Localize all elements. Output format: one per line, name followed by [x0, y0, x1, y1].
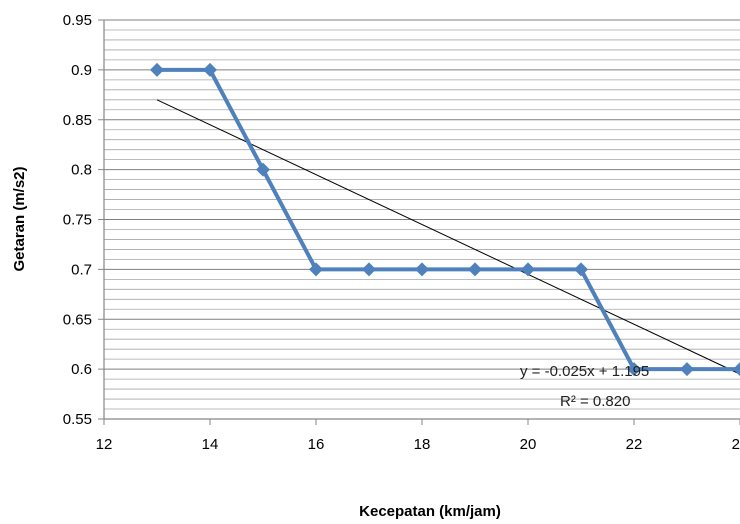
- y-tick-label: 0.8: [71, 162, 92, 179]
- series-line: [157, 67, 740, 372]
- data-point-marker: [574, 262, 588, 277]
- data-point-marker: [362, 262, 376, 277]
- y-tick-label: 0.6: [71, 361, 92, 378]
- x-axis-title: Kecepatan (km/jam): [359, 503, 501, 520]
- data-point-marker: [627, 362, 641, 377]
- data-point-marker: [521, 262, 535, 277]
- data-point-marker: [680, 362, 694, 377]
- y-tick-label: 0.75: [63, 212, 92, 229]
- data-point-marker: [415, 262, 429, 277]
- x-tick-label: 20: [520, 436, 537, 453]
- y-tick-label: 0.65: [63, 311, 92, 328]
- trendline-equation: y = -0.025x + 1.195: [520, 363, 649, 380]
- axes: [98, 19, 740, 425]
- y-tick-label: 0.9: [71, 62, 92, 79]
- x-tick-label: 12: [96, 436, 113, 453]
- series-group: [150, 62, 740, 377]
- y-tick-label: 0.85: [63, 112, 92, 129]
- data-point-marker: [309, 262, 323, 277]
- data-point-marker: [468, 262, 482, 277]
- y-axis-title: Getaran (m/s2): [11, 166, 28, 271]
- x-tick-label: 16: [308, 436, 325, 453]
- y-tick-label: 0.55: [63, 411, 92, 428]
- x-tick-label: 24: [732, 436, 740, 453]
- trendline-group: [156, 99, 740, 375]
- gridlines: [104, 19, 740, 420]
- y-tick-label: 0.95: [63, 12, 92, 29]
- data-point-marker: [150, 62, 164, 77]
- x-tick-label: 22: [626, 436, 643, 453]
- trendline: [156, 99, 740, 375]
- trendline-r2: R² = 0.820: [560, 393, 630, 410]
- data-point-marker: [203, 62, 217, 77]
- data-point-marker: [733, 362, 740, 377]
- x-tick-label: 14: [202, 436, 219, 453]
- data-point-marker: [256, 162, 270, 177]
- tick-labels: 0.55 0.6 0.65 0.7 0.75 0.8 0.85 0.9 0.95 12 14 16 18…: [63, 12, 740, 453]
- x-tick-label: 18: [414, 436, 431, 453]
- y-tick-label: 0.7: [71, 261, 92, 278]
